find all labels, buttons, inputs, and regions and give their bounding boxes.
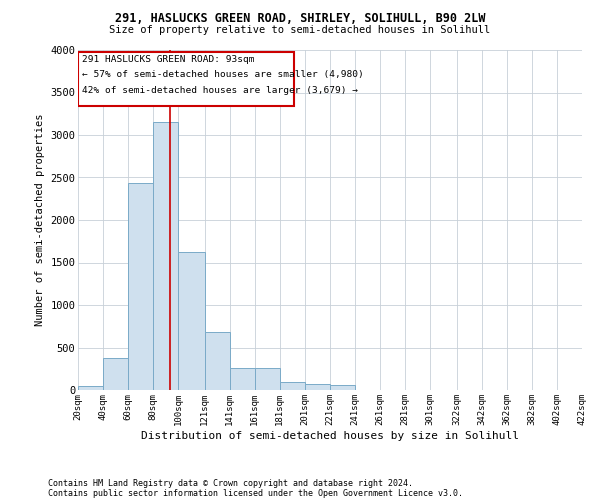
- Y-axis label: Number of semi-detached properties: Number of semi-detached properties: [35, 114, 44, 326]
- Bar: [153, 122, 178, 390]
- Bar: [128, 184, 153, 390]
- Bar: [255, 368, 280, 390]
- Text: 42% of semi-detached houses are larger (3,679) →: 42% of semi-detached houses are larger (…: [82, 86, 358, 95]
- Bar: [178, 252, 205, 390]
- Bar: [78, 386, 103, 390]
- Text: Contains HM Land Registry data © Crown copyright and database right 2024.: Contains HM Land Registry data © Crown c…: [48, 478, 413, 488]
- Text: Size of property relative to semi-detached houses in Solihull: Size of property relative to semi-detach…: [109, 25, 491, 35]
- X-axis label: Distribution of semi-detached houses by size in Solihull: Distribution of semi-detached houses by …: [141, 430, 519, 440]
- Text: 291, HASLUCKS GREEN ROAD, SHIRLEY, SOLIHULL, B90 2LW: 291, HASLUCKS GREEN ROAD, SHIRLEY, SOLIH…: [115, 12, 485, 26]
- Bar: [280, 382, 305, 390]
- Text: Contains public sector information licensed under the Open Government Licence v3: Contains public sector information licen…: [48, 488, 463, 498]
- Text: 291 HASLUCKS GREEN ROAD: 93sqm: 291 HASLUCKS GREEN ROAD: 93sqm: [82, 54, 254, 64]
- Bar: [103, 358, 128, 390]
- Bar: [305, 384, 330, 390]
- Bar: [230, 368, 255, 390]
- Text: ← 57% of semi-detached houses are smaller (4,980): ← 57% of semi-detached houses are smalle…: [82, 70, 364, 79]
- Bar: [205, 332, 230, 390]
- Bar: [330, 386, 355, 390]
- FancyBboxPatch shape: [78, 52, 293, 106]
